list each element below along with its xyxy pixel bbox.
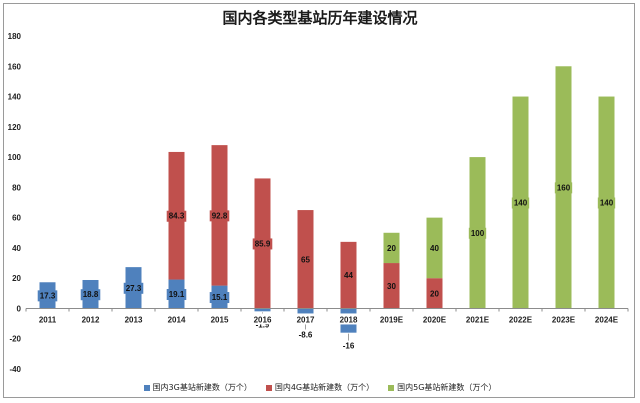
x-tick-bg — [80, 313, 101, 325]
axis-layer: -40 -20 0 20 40 60 80 100 120 140 160 180 — [8, 32, 629, 374]
x-tick-bg — [507, 313, 534, 325]
chart-title: 国内各类型基站历年建设情况 — [222, 9, 418, 27]
y-tick-label: -20 — [9, 335, 21, 344]
data-label-bg — [166, 288, 187, 300]
x-tick-label-2020E: 2020E — [423, 315, 447, 324]
x-tick-label-2024E: 2024E — [595, 315, 619, 324]
chart-frame — [3, 3, 635, 398]
data-label-bg — [37, 290, 58, 302]
data-label-s0-2015: 15.1 — [212, 293, 228, 302]
data-label-s0-2018: -16 — [343, 342, 355, 351]
x-tick-label-2016: 2016 — [254, 315, 272, 324]
x-tick-bg — [123, 313, 144, 325]
data-label-s1-2014: 84.3 — [169, 212, 185, 221]
y-tick-label: -40 — [9, 365, 21, 374]
data-label-bg — [252, 238, 273, 250]
data-label-bg — [340, 340, 357, 352]
data-label-s1-2017: 65 — [301, 255, 310, 264]
data-label-bg — [253, 319, 272, 331]
x-tick-label-2022E: 2022E — [509, 315, 533, 324]
x-tick-bg — [209, 313, 230, 325]
data-label-bg — [80, 289, 101, 301]
data-label-bg — [209, 210, 230, 222]
data-label-bg — [296, 329, 315, 341]
data-label-bg — [342, 270, 355, 282]
data-label-bg — [123, 282, 144, 294]
x-tick-label-2015: 2015 — [211, 315, 229, 324]
x-tick-label-2023E: 2023E — [552, 315, 576, 324]
x-tick-label-2012: 2012 — [82, 315, 100, 324]
x-tick-bg — [464, 313, 491, 325]
data-label-s1-2020E: 20 — [430, 289, 439, 298]
y-tick-label: 100 — [8, 153, 22, 162]
y-tick-label: 160 — [8, 62, 22, 71]
data-label-bg — [428, 288, 441, 300]
x-tick-label-2018: 2018 — [340, 315, 358, 324]
data-label-bg — [299, 254, 312, 266]
data-label-bg — [385, 280, 398, 292]
legend-swatch — [265, 384, 272, 391]
legend-item-1: 国内4G基站新建数（万个） — [265, 382, 375, 393]
y-tick-label: 120 — [8, 123, 22, 132]
x-tick-bg — [166, 313, 187, 325]
data-label-s2-2024E: 140 — [600, 199, 614, 208]
data-label-bg — [209, 292, 230, 304]
x-tick-label-2013: 2013 — [125, 315, 143, 324]
x-tick-label-2019E: 2019E — [380, 315, 404, 324]
x-tick-label-2011: 2011 — [39, 315, 57, 324]
data-label-s0-2013: 27.3 — [126, 284, 142, 293]
data-label-s2-2020E: 40 — [430, 244, 439, 253]
data-label-s0-2016: -1.9 — [256, 320, 270, 329]
x-tick-label-2021E: 2021E — [466, 315, 490, 324]
legend-item-2: 国内5G基站新建数（万个） — [388, 382, 496, 393]
legend-item-0: 国内3G基站新建数（万个） — [143, 382, 252, 393]
data-label-bg — [468, 227, 487, 239]
x-tick-bg — [378, 313, 405, 325]
x-tick-bg — [295, 313, 316, 325]
data-label-bg — [511, 197, 530, 209]
legend-swatch — [388, 384, 395, 391]
legend-label: 国内5G基站新建数（万个） — [397, 383, 497, 392]
y-tick-label: 0 — [17, 304, 22, 313]
data-label-s1-2018: 44 — [344, 271, 353, 280]
bar-s0-2016 — [254, 308, 271, 312]
x-tick-bg — [252, 313, 273, 325]
y-tick-label: 140 — [8, 93, 22, 102]
y-tick-label: 80 — [12, 183, 21, 192]
y-tick-label: 40 — [12, 244, 21, 253]
data-label-s1-2019E: 30 — [387, 282, 396, 291]
data-label-s1-2015: 92.8 — [212, 211, 228, 220]
legend-label: 国内4G基站新建数（万个） — [274, 383, 375, 392]
data-label-s0-2014: 19.1 — [169, 290, 185, 299]
x-tick-bg — [550, 313, 577, 325]
y-tick-label: 60 — [12, 214, 21, 223]
data-label-s2-2023E: 160 — [557, 183, 571, 192]
data-label-bg — [597, 197, 616, 209]
x-tick-bg — [421, 313, 448, 325]
data-label-s0-2012: 18.8 — [83, 290, 99, 299]
x-tick-bg — [338, 313, 359, 325]
data-label-s2-2021E: 100 — [471, 229, 485, 238]
x-tick-bg — [37, 313, 58, 325]
legend-swatch — [143, 384, 150, 391]
data-label-s0-2011: 17.3 — [40, 291, 56, 300]
x-tick-bg — [593, 313, 620, 325]
labels-layer: 17.3 18.8 27.3 19.1 84.3 15.1 92.8 -1.9 85.9 -8.6… — [37, 182, 620, 352]
y-tick-label: 20 — [12, 274, 21, 283]
data-label-bg — [428, 242, 441, 254]
data-label-bg — [554, 182, 573, 194]
y-tick-label: 180 — [8, 32, 22, 41]
data-label-bg — [385, 242, 398, 254]
chart-legend: 国内3G基站新建数（万个） 国内4G基站新建数（万个） 国内5G基站新建数（万个） — [0, 382, 640, 393]
legend-label: 国内3G基站新建数（万个） — [152, 383, 252, 392]
data-label-bg — [166, 210, 187, 222]
data-label-s2-2022E: 140 — [514, 199, 528, 208]
data-label-s1-2016: 85.9 — [255, 239, 271, 248]
x-tick-label-2017: 2017 — [297, 315, 315, 324]
data-label-s2-2019E: 20 — [387, 244, 396, 253]
x-tick-label-2014: 2014 — [168, 315, 186, 324]
data-label-s0-2017: -8.6 — [299, 330, 313, 339]
